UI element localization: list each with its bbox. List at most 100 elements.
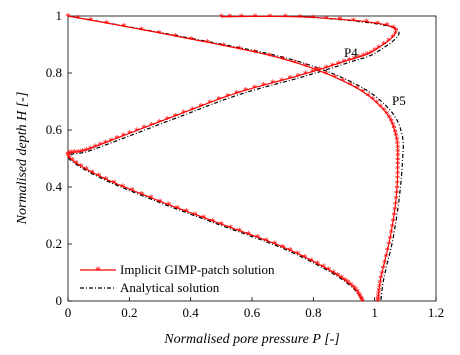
x-axis-title: Normalised pore pressure P [-] <box>163 332 340 347</box>
gimp-marker: * <box>356 289 362 301</box>
gimp-marker: * <box>78 161 84 173</box>
gimp-marker: * <box>364 17 370 29</box>
gimp-marker: * <box>302 252 308 264</box>
gimp-marker: * <box>188 34 194 46</box>
gimp-marker: * <box>393 28 399 40</box>
gimp-marker: * <box>387 233 393 245</box>
gimp-marker: * <box>201 213 207 225</box>
gimp-marker: * <box>103 138 109 150</box>
gimp-marker: * <box>261 80 267 92</box>
gimp-marker: * <box>297 12 303 24</box>
y-tick-label: 0.8 <box>46 65 62 80</box>
gimp-markers-p4: * * * * * * * * * * * * * * **************************… <box>65 11 398 308</box>
gimp-marker: * <box>370 94 376 106</box>
gimp-marker: * <box>315 259 321 271</box>
gimp-marker: * <box>227 12 233 24</box>
gimp-marker: * <box>379 268 385 280</box>
gimp-marker: * <box>139 189 145 201</box>
gimp-marker: * <box>337 14 343 26</box>
gimp-marker: * <box>385 245 391 257</box>
gimp-marker: * <box>332 72 338 84</box>
gimp-marker: * <box>313 65 319 77</box>
gimp-marker: * <box>310 67 316 79</box>
gimp-marker: * <box>72 147 78 159</box>
gimp-marker: * <box>121 21 127 33</box>
gimp-marker: * <box>339 273 345 285</box>
gimp-marker: * <box>378 101 384 113</box>
series-layer: * * * * * * * * * * * * * * **************************… <box>65 11 404 308</box>
gimp-marker: * <box>83 164 89 176</box>
gimp-marker: * <box>395 151 401 163</box>
gimp-marker: * <box>390 32 396 44</box>
gimp-marker: * <box>76 147 82 159</box>
gimp-marker: * <box>323 13 329 25</box>
legend-marker-gimp: * <box>95 263 101 277</box>
gimp-marker: * <box>360 51 366 63</box>
gimp-marker: * <box>156 28 162 40</box>
gimp-marker: * <box>181 108 187 120</box>
gimp-marker: * <box>390 120 396 132</box>
gimp-marker: * <box>287 73 293 85</box>
gimp-marker: * <box>386 239 392 251</box>
gimp-marker: * <box>88 143 94 155</box>
gimp-marker: * <box>377 278 383 290</box>
gimp-marker: * <box>323 62 329 74</box>
gimp-marker: * <box>189 104 195 116</box>
x-axis-ticks: 0 0.2 0.4 0.6 0.8 1 1.2 <box>65 297 444 320</box>
gimp-marker: * <box>311 12 317 24</box>
gimp-marker: * <box>234 88 240 100</box>
gimp-marker: * <box>394 135 400 147</box>
gimp-marker: * <box>368 47 374 59</box>
gimp-marker: * <box>157 196 163 208</box>
gimp-marker: * <box>393 25 399 37</box>
gimp-marker: * <box>393 131 399 143</box>
gimp-marker: * <box>323 68 329 80</box>
gimp-marker: * <box>356 52 362 64</box>
gimp-marker: * <box>173 111 179 123</box>
gimp-marker: * <box>225 91 231 103</box>
gimp-marker: * <box>272 239 278 251</box>
gimp-marker: * <box>351 54 357 66</box>
gimp-marker: * <box>395 173 401 185</box>
gimp-marker: * <box>103 174 109 186</box>
gimp-marker: * <box>216 94 222 106</box>
gimp-marker: * <box>350 282 356 294</box>
gimp-marker: * <box>295 71 301 83</box>
gimp-marker: * <box>221 40 227 52</box>
legend-label-analytical: Analytical solution <box>120 280 220 295</box>
gimp-marker: * <box>388 116 394 128</box>
gimp-marker: * <box>89 167 95 179</box>
gimp-marker: * <box>360 87 366 99</box>
gimp-marker: * <box>84 145 90 157</box>
gimp-marker: * <box>386 112 392 124</box>
gimp-marker: * <box>375 292 381 304</box>
gimp-marker: * <box>149 120 155 132</box>
gimp-marker: * <box>353 284 359 296</box>
gimp-marker: * <box>255 232 261 244</box>
gimp-marker: * <box>358 293 364 305</box>
gimp-marker: * <box>391 123 397 135</box>
gimp-marker: * <box>175 203 181 215</box>
gimp-marker: * <box>219 12 225 24</box>
gimp-marker: * <box>340 76 346 88</box>
gimp-marker: * <box>389 222 395 234</box>
gimp-marker: * <box>376 42 382 54</box>
x-tick-label: 0.2 <box>121 305 137 320</box>
gimp-marker: * <box>326 265 332 277</box>
gimp-marker: * <box>376 285 382 297</box>
gimp-marker: * <box>395 139 401 151</box>
gimp-series-p4 <box>67 15 397 302</box>
gimp-marker: * <box>287 245 293 257</box>
gimp-marker: * <box>166 200 172 212</box>
gimp-marker: * <box>382 257 388 269</box>
gimp-marker: * <box>357 291 363 303</box>
gimp-marker: * <box>97 140 103 152</box>
gimp-marker: * <box>388 228 394 240</box>
gimp-marker: * <box>252 83 258 95</box>
gimp-marker: * <box>309 255 315 267</box>
gimp-marker: * <box>165 114 171 126</box>
gimp-marker: * <box>114 133 120 145</box>
gimp-marker: * <box>395 142 401 154</box>
gimp-marker: * <box>390 216 396 228</box>
